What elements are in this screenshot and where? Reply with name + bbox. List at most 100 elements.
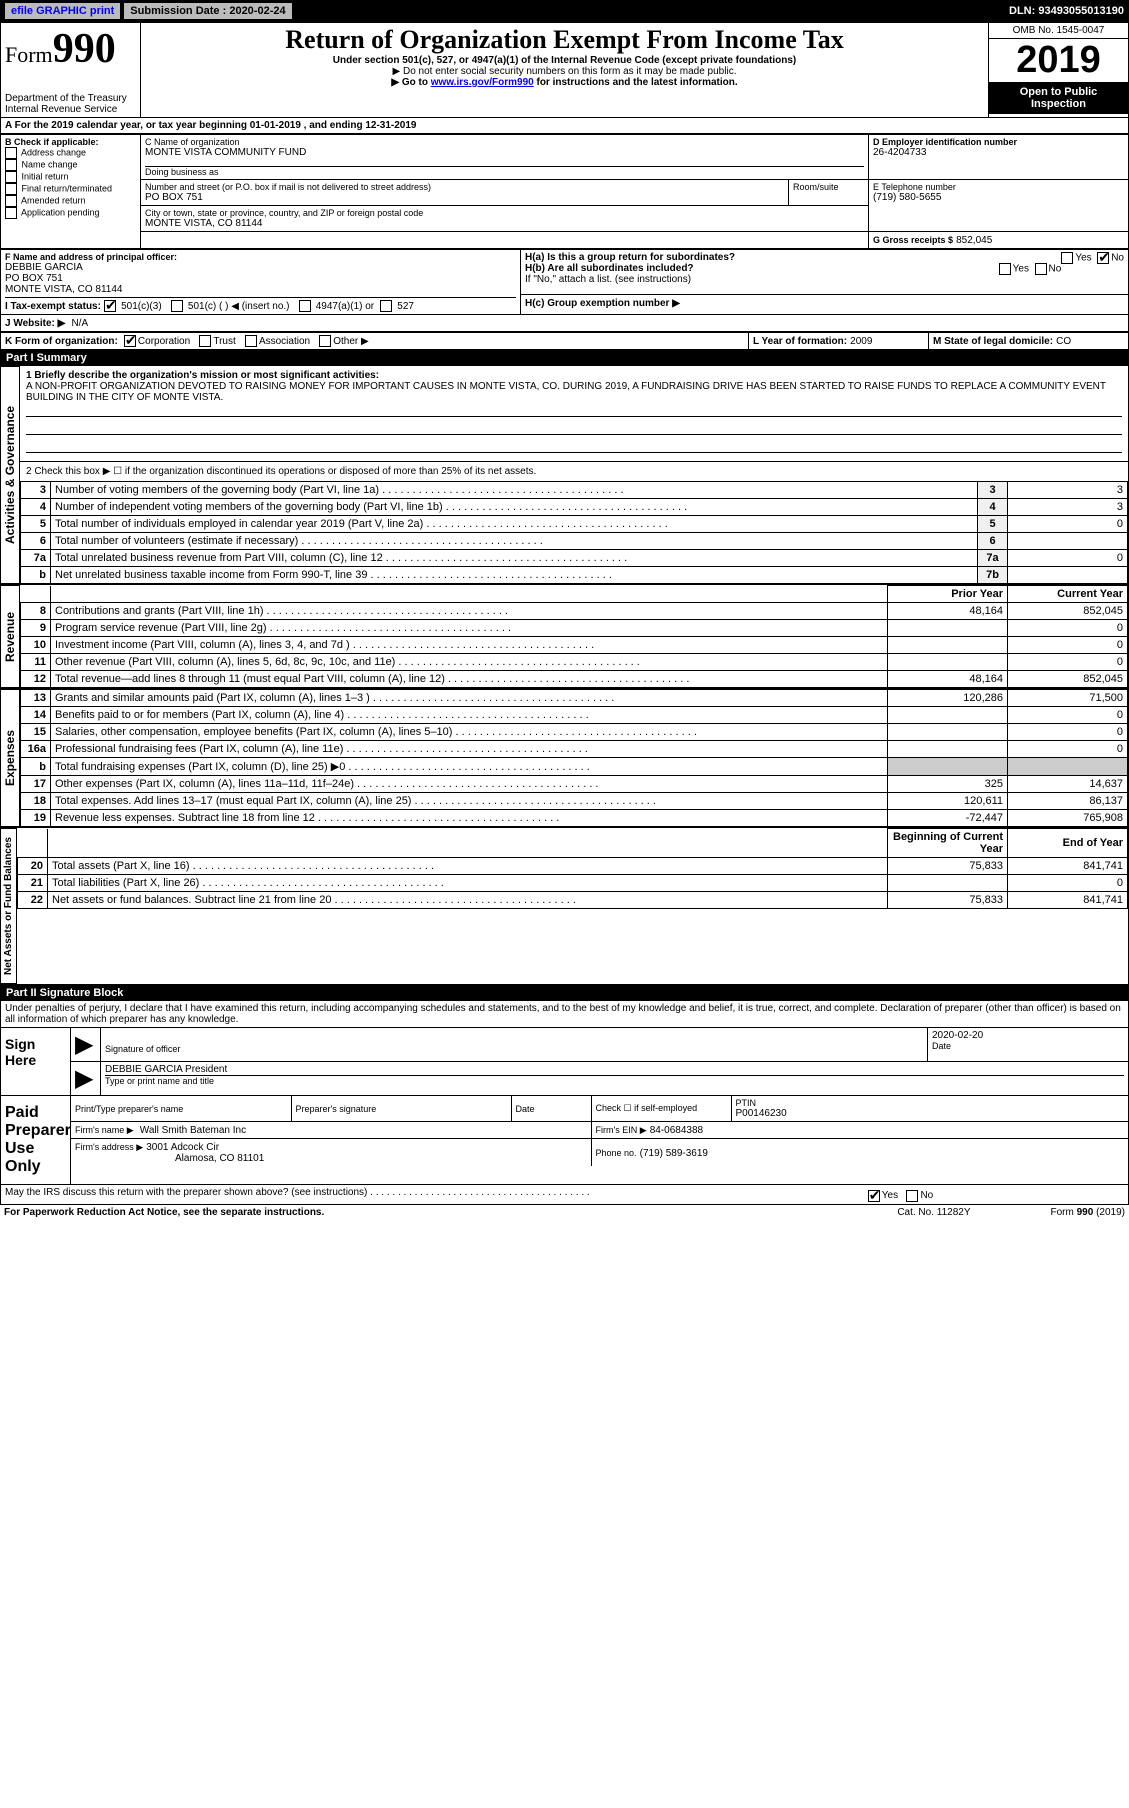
- vlabel-expenses: Expenses: [1, 689, 20, 827]
- table-row: 12Total revenue—add lines 8 through 11 (…: [21, 671, 1128, 688]
- hb-yes-checkbox[interactable]: [999, 263, 1011, 275]
- ha-yes-checkbox[interactable]: [1061, 252, 1073, 264]
- box-b-checkbox[interactable]: [5, 159, 17, 171]
- website-value: N/A: [71, 318, 88, 329]
- prep-name-label: Print/Type preparer's name: [75, 1104, 287, 1114]
- discuss-yes-checkbox[interactable]: [868, 1190, 880, 1202]
- table-row: 11Other revenue (Part VIII, column (A), …: [21, 654, 1128, 671]
- officer-addr1: PO BOX 751: [5, 273, 516, 284]
- table-row: 19Revenue less expenses. Subtract line 1…: [21, 810, 1128, 827]
- line-a: A For the 2019 calendar year, or tax yea…: [0, 118, 1129, 134]
- line1-text: A NON-PROFIT ORGANIZATION DEVOTED TO RAI…: [26, 381, 1122, 403]
- table-row: 8Contributions and grants (Part VIII, li…: [21, 603, 1128, 620]
- line2: 2 Check this box ▶ ☐ if the organization…: [20, 462, 1128, 481]
- table-row: 6Total number of volunteers (estimate if…: [21, 533, 1128, 550]
- ha-no-checkbox[interactable]: [1097, 252, 1109, 264]
- sig-date: 2020-02-20: [932, 1030, 1124, 1041]
- box-b-checkbox[interactable]: [5, 147, 17, 159]
- firm-name-label: Firm's name ▶: [75, 1125, 134, 1135]
- box-b-item: Application pending: [5, 207, 136, 219]
- box-b-checkbox[interactable]: [5, 207, 17, 219]
- 527-checkbox[interactable]: [380, 300, 392, 312]
- box-b-item: Amended return: [5, 195, 136, 207]
- table-row: 9Program service revenue (Part VIII, lin…: [21, 620, 1128, 637]
- table-row: 16aProfessional fundraising fees (Part I…: [21, 741, 1128, 758]
- box-m-label: M State of legal domicile:: [933, 336, 1053, 347]
- paid-prep-label: Paid Preparer Use Only: [1, 1096, 71, 1184]
- box-b-item: Name change: [5, 159, 136, 171]
- vlabel-governance: Activities & Governance: [1, 366, 20, 584]
- h-a: H(a) Is this a group return for subordin…: [525, 252, 1124, 263]
- submission-date-label: Submission Date : 2020-02-24: [124, 3, 291, 19]
- box-b-checkbox[interactable]: [5, 171, 17, 183]
- 4947-checkbox[interactable]: [299, 300, 311, 312]
- hb-no-checkbox[interactable]: [1035, 263, 1047, 275]
- gross-receipts: 852,045: [956, 235, 992, 246]
- form-note2: ▶ Go to www.irs.gov/Form990 for instruct…: [145, 77, 984, 88]
- part1-header: Part I Summary: [0, 350, 1129, 366]
- table-row: 3Number of voting members of the governi…: [21, 482, 1128, 499]
- sig-officer-label: Signature of officer: [105, 1044, 923, 1054]
- box-b-checkbox[interactable]: [5, 195, 17, 207]
- table-row: 13Grants and similar amounts paid (Part …: [21, 690, 1128, 707]
- box-b-checkbox[interactable]: [5, 183, 17, 195]
- tax-year: 2019: [989, 39, 1128, 82]
- part1-expenses: Expenses 13Grants and similar amounts pa…: [0, 689, 1129, 828]
- corp-checkbox[interactable]: [124, 335, 136, 347]
- table-header-row: Beginning of Current YearEnd of Year: [18, 829, 1128, 858]
- box-f-label: F Name and address of principal officer:: [5, 252, 516, 262]
- sig-arrow2-icon: ▶: [71, 1062, 101, 1095]
- efile-topbar: efile GRAPHIC print Submission Date : 20…: [0, 0, 1129, 22]
- part1-netassets: Net Assets or Fund Balances Beginning of…: [0, 828, 1129, 985]
- officer-print-label: Type or print name and title: [105, 1076, 1124, 1086]
- officer-addr2: MONTE VISTA, CO 81144: [5, 284, 516, 295]
- firm-name: Wall Smith Bateman Inc: [140, 1125, 246, 1136]
- box-d-label: D Employer identification number: [873, 137, 1124, 147]
- trust-checkbox[interactable]: [199, 335, 211, 347]
- table-row: 7aTotal unrelated business revenue from …: [21, 550, 1128, 567]
- 501c3-checkbox[interactable]: [104, 300, 116, 312]
- opt-501c: 501(c) ( ) ◀ (insert no.): [188, 301, 290, 312]
- sign-here-label: Sign Here: [1, 1028, 71, 1095]
- form-note1: ▶ Do not enter social security numbers o…: [145, 66, 984, 77]
- declaration: Under penalties of perjury, I declare th…: [0, 1001, 1129, 1028]
- other-checkbox[interactable]: [319, 335, 331, 347]
- table-row: bNet unrelated business taxable income f…: [21, 567, 1128, 584]
- discuss-label: May the IRS discuss this return with the…: [5, 1187, 865, 1198]
- omb: OMB No. 1545-0047: [989, 23, 1128, 39]
- city: MONTE VISTA, CO 81144: [145, 218, 864, 229]
- dba-label: Doing business as: [145, 167, 864, 177]
- room-label: Room/suite: [793, 182, 864, 192]
- phone-label: Phone no.: [596, 1148, 637, 1158]
- form-title: Return of Organization Exempt From Incom…: [145, 25, 984, 55]
- form990-url[interactable]: www.irs.gov/Form990: [431, 77, 534, 88]
- opt-trust: Trust: [213, 336, 235, 347]
- firm-addr2: Alamosa, CO 81101: [175, 1153, 587, 1164]
- ein: 26-4204733: [873, 147, 1124, 158]
- sig-date-label: Date: [932, 1041, 1124, 1051]
- firm-ein-label: Firm's EIN ▶: [596, 1125, 647, 1135]
- table-row: 20Total assets (Part X, line 16)75,83384…: [18, 858, 1128, 875]
- table-row: 18Total expenses. Add lines 13–17 (must …: [21, 793, 1128, 810]
- opt-assoc: Association: [259, 336, 310, 347]
- assoc-checkbox[interactable]: [245, 335, 257, 347]
- table-header-row: Prior YearCurrent Year: [21, 586, 1128, 603]
- line1-label: 1 Briefly describe the organization's mi…: [26, 370, 1122, 381]
- discuss-no-checkbox[interactable]: [906, 1190, 918, 1202]
- h-b: H(b) Are all subordinates included? Yes …: [525, 263, 1124, 274]
- 501c-checkbox[interactable]: [171, 300, 183, 312]
- dln: DLN: 93493055013190: [1009, 5, 1124, 17]
- form-subtitle: Under section 501(c), 527, or 4947(a)(1)…: [145, 55, 984, 66]
- box-b-item: Initial return: [5, 171, 136, 183]
- table-row: 22Net assets or fund balances. Subtract …: [18, 892, 1128, 909]
- box-i-label: I Tax-exempt status:: [5, 301, 101, 312]
- box-b-item: Address change: [5, 147, 136, 159]
- prep-date-label: Date: [516, 1104, 587, 1114]
- footer-right: Form 990 (2019): [1051, 1207, 1125, 1218]
- footer-mid: Cat. No. 11282Y: [897, 1207, 970, 1218]
- box-c-label: C Name of organization: [145, 137, 864, 147]
- table-row: 21Total liabilities (Part X, line 26)0: [18, 875, 1128, 892]
- page-footer: For Paperwork Reduction Act Notice, see …: [0, 1205, 1129, 1220]
- efile-link[interactable]: efile GRAPHIC print: [5, 3, 120, 19]
- year-formation: 2009: [850, 336, 872, 347]
